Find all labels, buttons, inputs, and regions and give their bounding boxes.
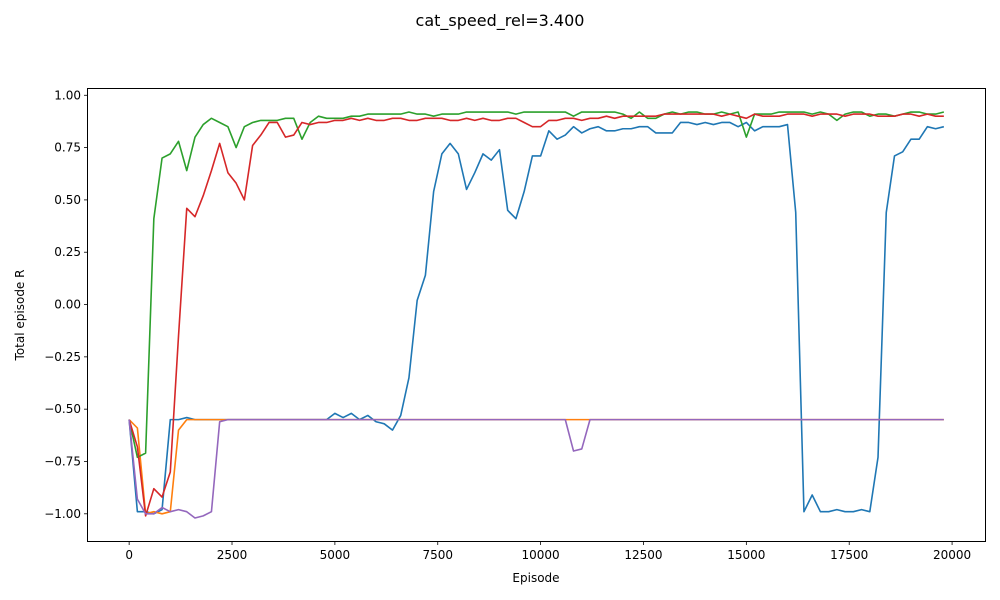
series-layer [128, 111, 945, 519]
x-tick-label: 0 [125, 548, 133, 562]
x-axis-ticks: 0 2500 5000 7500 10000 12500 15000 17500 20000 [125, 541, 971, 562]
x-tick-label: 20000 [933, 548, 971, 562]
plot-area [87, 88, 986, 542]
series-line-4 [128, 113, 944, 517]
y-tick-label: 0.50 [54, 193, 81, 207]
y-tick-label: −0.50 [44, 402, 81, 416]
y-tick-label: −0.25 [44, 350, 81, 364]
x-tick-label: 7500 [422, 548, 453, 562]
chart-title: cat_speed_rel=3.400 [416, 11, 585, 31]
axes-frame [87, 88, 986, 542]
x-tick-label: 15000 [727, 548, 765, 562]
series-line-5 [128, 418, 944, 519]
y-tick-label: 1.00 [54, 88, 81, 102]
y-tick-label: 0.25 [54, 245, 81, 259]
y-axis-ticks: −1.00 −0.75 −0.50 −0.25 0.00 0.25 0.50 0.75 1.00 [44, 88, 88, 521]
y-tick-label: 0.00 [54, 298, 81, 312]
y-tick-label: −1.00 [44, 507, 81, 521]
x-tick-label: 5000 [320, 548, 351, 562]
y-tick-label: −0.75 [44, 454, 81, 468]
x-tick-label: 17500 [830, 548, 868, 562]
x-tick-label: 12500 [624, 548, 662, 562]
x-axis-label: Episode [512, 571, 559, 585]
y-axis-label: Total episode R [13, 270, 27, 362]
series-line-3 [128, 111, 945, 459]
x-tick-label: 10000 [522, 548, 560, 562]
y-tick-label: 0.75 [54, 141, 81, 155]
x-tick-label: 2500 [217, 548, 248, 562]
